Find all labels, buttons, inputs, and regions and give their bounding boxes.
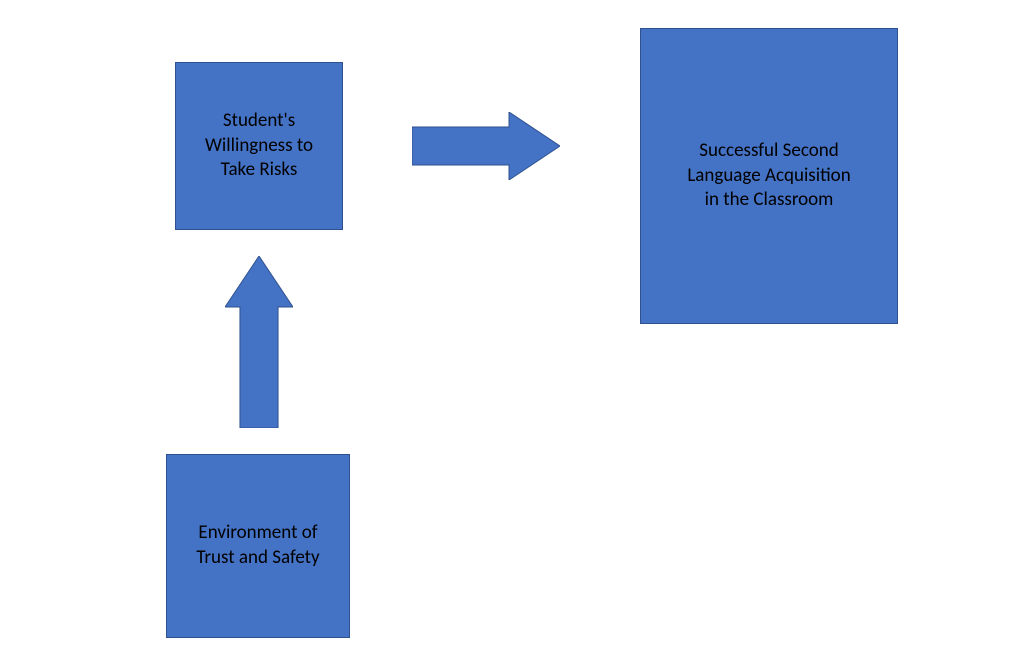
node-box1: Student's Willingness to Take Risks: [175, 62, 343, 230]
arrow-up-icon: [225, 256, 293, 433]
node-label: Environment of Trust and Safety: [186, 521, 329, 570]
node-label: Student's Willingness to Take Risks: [195, 109, 323, 183]
node-label: Successful Second Language Acquisition i…: [677, 139, 860, 213]
arrow-right-icon: [412, 112, 560, 185]
node-box2: Environment of Trust and Safety: [166, 454, 350, 638]
node-box3: Successful Second Language Acquisition i…: [640, 28, 898, 324]
